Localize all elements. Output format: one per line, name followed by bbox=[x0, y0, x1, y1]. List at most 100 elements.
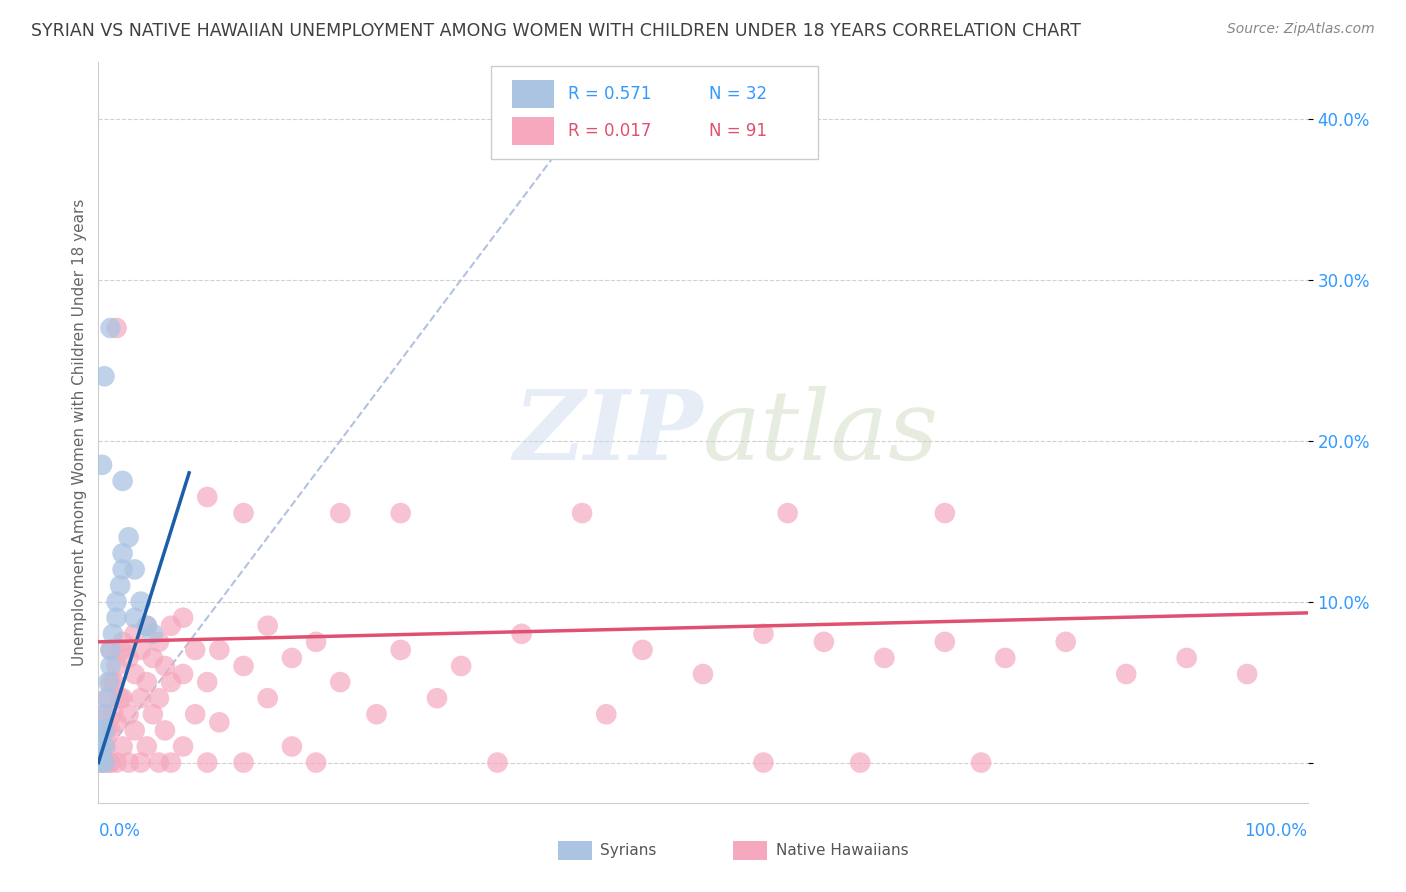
Point bbox=[148, 691, 170, 706]
Point bbox=[111, 474, 134, 488]
Point bbox=[934, 506, 956, 520]
Point bbox=[129, 691, 152, 706]
Point bbox=[752, 627, 775, 641]
Point bbox=[232, 506, 254, 520]
Text: N = 32: N = 32 bbox=[709, 85, 768, 103]
Text: N = 91: N = 91 bbox=[709, 121, 768, 139]
Point bbox=[232, 659, 254, 673]
Point bbox=[389, 506, 412, 520]
Point bbox=[111, 546, 134, 560]
Point bbox=[160, 675, 183, 690]
Point bbox=[100, 723, 122, 738]
Point bbox=[97, 691, 120, 706]
Point bbox=[111, 691, 134, 706]
Text: Source: ZipAtlas.com: Source: ZipAtlas.com bbox=[1227, 22, 1375, 37]
Point bbox=[105, 659, 128, 673]
Point bbox=[87, 731, 110, 746]
Point bbox=[994, 651, 1017, 665]
Point bbox=[135, 619, 157, 633]
Point bbox=[426, 691, 449, 706]
Point bbox=[100, 659, 122, 673]
Point bbox=[87, 739, 110, 754]
Point bbox=[91, 458, 114, 472]
Point bbox=[153, 723, 176, 738]
Point bbox=[93, 707, 115, 722]
Point bbox=[118, 756, 141, 770]
Point bbox=[1175, 651, 1198, 665]
Point bbox=[101, 627, 124, 641]
Point bbox=[103, 675, 125, 690]
Point bbox=[98, 756, 121, 770]
Text: 0.0%: 0.0% bbox=[98, 822, 141, 840]
Point bbox=[305, 756, 328, 770]
Point bbox=[129, 594, 152, 608]
Text: Syrians: Syrians bbox=[600, 844, 657, 858]
Text: ZIP: ZIP bbox=[513, 385, 703, 480]
Point bbox=[90, 756, 112, 770]
Point bbox=[329, 506, 352, 520]
Point bbox=[124, 562, 146, 576]
Point bbox=[87, 756, 110, 770]
Point bbox=[100, 321, 122, 335]
Point bbox=[486, 756, 509, 770]
Bar bbox=[558, 841, 592, 860]
Point bbox=[873, 651, 896, 665]
Point bbox=[366, 707, 388, 722]
Point bbox=[160, 619, 183, 633]
Point bbox=[105, 321, 128, 335]
Point bbox=[110, 643, 132, 657]
Point bbox=[118, 651, 141, 665]
Point bbox=[111, 562, 134, 576]
Point bbox=[510, 627, 533, 641]
Point bbox=[118, 530, 141, 544]
Point bbox=[849, 756, 872, 770]
Point bbox=[124, 610, 146, 624]
Point bbox=[105, 756, 128, 770]
Point bbox=[118, 707, 141, 722]
Point bbox=[281, 739, 304, 754]
Point bbox=[97, 675, 120, 690]
Point bbox=[87, 723, 110, 738]
Point bbox=[148, 756, 170, 770]
Point bbox=[135, 619, 157, 633]
FancyBboxPatch shape bbox=[492, 66, 818, 159]
Point bbox=[90, 739, 112, 754]
Text: 100.0%: 100.0% bbox=[1244, 822, 1308, 840]
Point bbox=[329, 675, 352, 690]
Point bbox=[108, 691, 131, 706]
Point bbox=[595, 707, 617, 722]
Point bbox=[90, 756, 112, 770]
Point bbox=[195, 490, 218, 504]
Point bbox=[184, 707, 207, 722]
Point bbox=[208, 715, 231, 730]
Point bbox=[94, 739, 117, 754]
Point bbox=[934, 635, 956, 649]
Point bbox=[135, 739, 157, 754]
Point bbox=[105, 610, 128, 624]
Point bbox=[813, 635, 835, 649]
Point bbox=[105, 715, 128, 730]
Point bbox=[91, 723, 114, 738]
Point bbox=[160, 756, 183, 770]
Point bbox=[93, 723, 115, 738]
Y-axis label: Unemployment Among Women with Children Under 18 years: Unemployment Among Women with Children U… bbox=[72, 199, 87, 666]
Point bbox=[93, 739, 115, 754]
Point bbox=[124, 723, 146, 738]
Point bbox=[1054, 635, 1077, 649]
Point bbox=[135, 675, 157, 690]
Point bbox=[100, 756, 122, 770]
Text: SYRIAN VS NATIVE HAWAIIAN UNEMPLOYMENT AMONG WOMEN WITH CHILDREN UNDER 18 YEARS : SYRIAN VS NATIVE HAWAIIAN UNEMPLOYMENT A… bbox=[31, 22, 1081, 40]
Point bbox=[172, 610, 194, 624]
Point bbox=[142, 627, 165, 641]
Point bbox=[148, 635, 170, 649]
Point bbox=[692, 667, 714, 681]
Point bbox=[389, 643, 412, 657]
Point bbox=[105, 594, 128, 608]
Point bbox=[571, 506, 593, 520]
Point bbox=[129, 756, 152, 770]
Point bbox=[100, 675, 122, 690]
Point bbox=[172, 667, 194, 681]
Text: atlas: atlas bbox=[703, 385, 939, 480]
Text: R = 0.017: R = 0.017 bbox=[568, 121, 651, 139]
Point bbox=[124, 667, 146, 681]
